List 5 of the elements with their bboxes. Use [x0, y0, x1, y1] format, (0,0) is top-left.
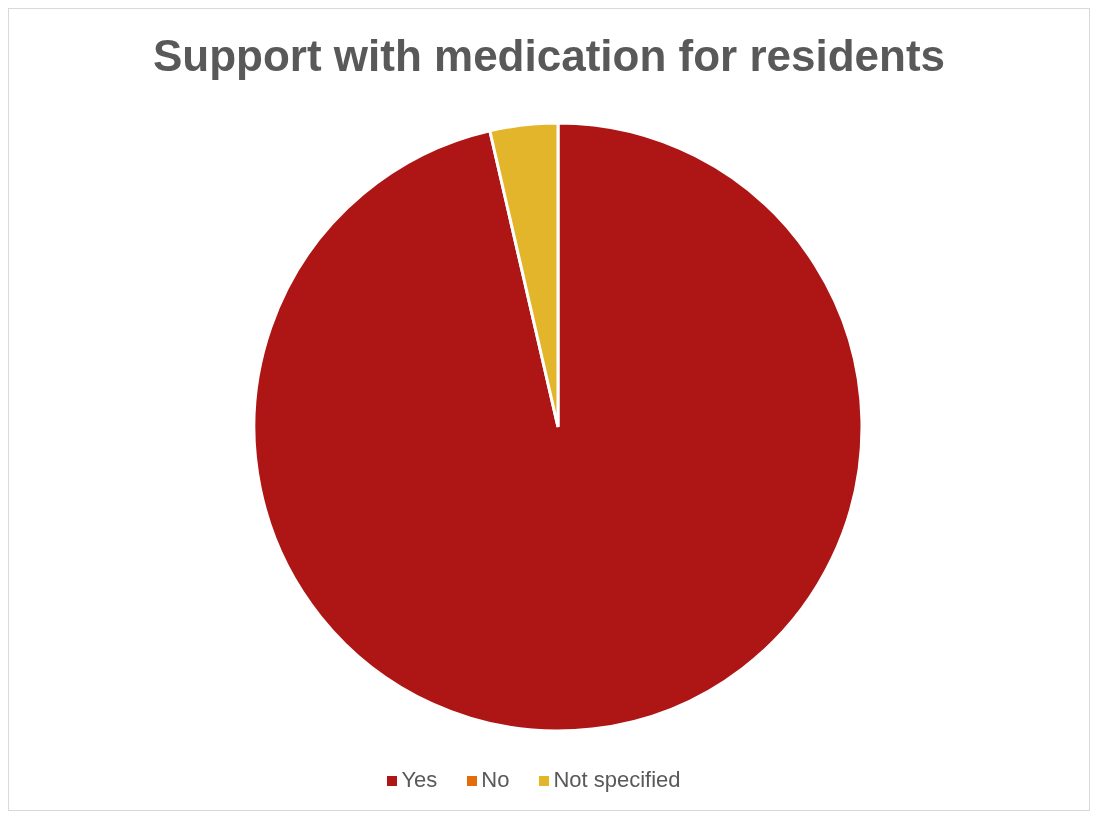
legend-label: Not specified — [553, 767, 681, 792]
pie-slice — [252, 121, 864, 733]
legend-label: No — [481, 767, 510, 792]
legend-label: Yes — [401, 767, 438, 792]
chart-title: Support with medication for residents — [151, 31, 947, 81]
